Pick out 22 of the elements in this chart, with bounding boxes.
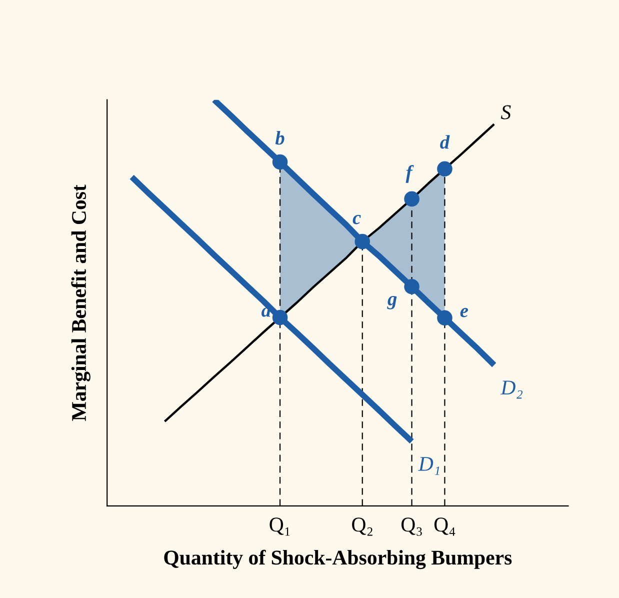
point [272,154,288,170]
point [404,191,420,207]
annotation: d [440,135,450,149]
point [354,234,370,250]
series-label: D₁ [418,457,440,475]
x-tick-label: Q₂ [352,518,372,536]
series-label: D₂ [500,380,523,399]
y-axis-title: Marginal Benefit and Cost [71,184,90,421]
point [272,310,288,326]
annotation: c [352,214,361,224]
x-tick-label: Q₁ [270,518,290,536]
x-tick-label: Q₄ [434,518,456,536]
annotation: b [275,130,284,145]
series-label: S [500,105,511,120]
x-axis-title: Quantity of Shock-Absorbing Bumpers [164,550,512,570]
point [437,161,452,177]
point [437,310,452,326]
x-tick-label: Q₃ [401,518,422,536]
annotation: g [387,296,397,310]
point [404,279,420,294]
annotation: e [460,308,468,318]
annotation: f [406,165,414,183]
